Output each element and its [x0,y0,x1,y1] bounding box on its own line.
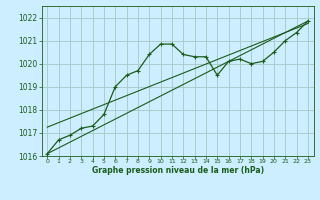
X-axis label: Graphe pression niveau de la mer (hPa): Graphe pression niveau de la mer (hPa) [92,166,264,175]
